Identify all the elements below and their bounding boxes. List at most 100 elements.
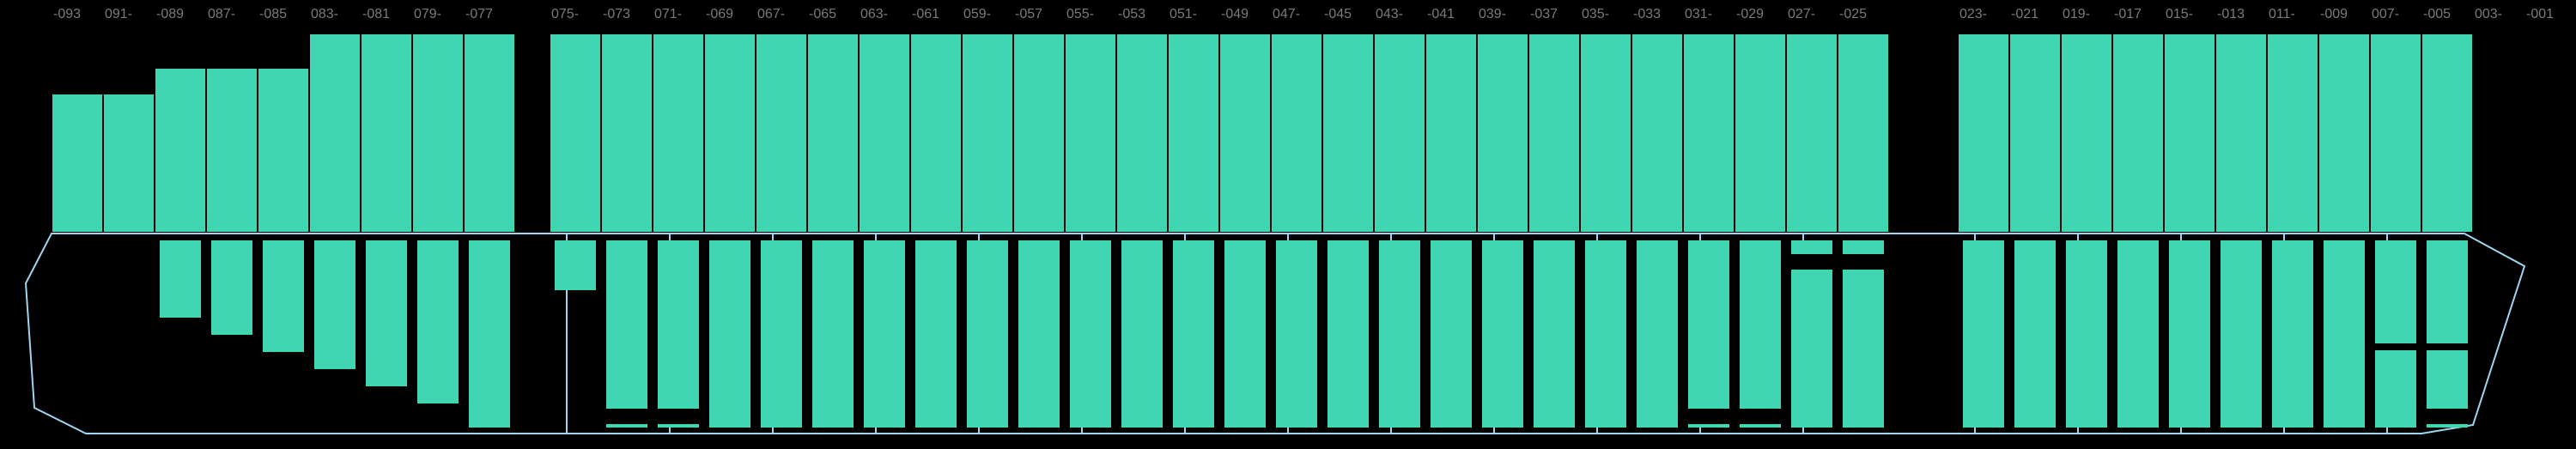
hold-stack-049: [1224, 240, 1266, 428]
hold-gap-bottom-029: [1740, 409, 1781, 424]
hold-stack-053: [1121, 240, 1163, 428]
hold-stack-051: [1173, 240, 1214, 428]
deck-stack-073: [602, 34, 652, 232]
hold-gap-bottom-031: [1688, 409, 1729, 424]
bay-label-069: -069: [706, 7, 733, 22]
deck-stack-005: [2422, 34, 2472, 232]
deck-stack-011: [2268, 34, 2318, 232]
deck-stack-021: [2010, 34, 2060, 232]
bay-label-025: -025: [1839, 7, 1867, 22]
hold-stack-063: [864, 240, 905, 428]
hold-stack-087: [211, 240, 252, 335]
hold-stack-073: [606, 240, 647, 428]
deck-stack-063: [860, 34, 909, 232]
bay-label-003: 003-: [2475, 7, 2502, 22]
hold-stack-013: [2221, 240, 2262, 428]
deck-stack-069: [705, 34, 755, 232]
hold-stack-021: [2014, 240, 2056, 428]
deck-stack-075: [550, 34, 600, 232]
hold-stack-057: [1018, 240, 1060, 428]
bay-label-009: -009: [2320, 7, 2348, 22]
hold-stack-005: [2427, 240, 2468, 428]
bay-label-015: 015-: [2166, 7, 2193, 22]
deck-stack-051: [1169, 34, 1218, 232]
deck-stack-035: [1581, 34, 1631, 232]
hold-stack-033: [1637, 240, 1678, 428]
deck-stack-055: [1066, 34, 1115, 232]
hold-stack-069: [709, 240, 750, 428]
bay-label-011: 011-: [2269, 7, 2295, 22]
bay-label-033: -033: [1633, 7, 1661, 22]
deck-stack-041: [1426, 34, 1476, 232]
bay-label-081: -081: [362, 7, 390, 22]
hold-stack-037: [1534, 240, 1575, 428]
hold-stack-031: [1688, 240, 1729, 428]
bay-label-061: -061: [912, 7, 939, 22]
deck-stack-047: [1272, 34, 1321, 232]
bay-label-019: 019-: [2063, 7, 2090, 22]
hold-stack-035: [1585, 240, 1626, 428]
bay-label-091: 091-: [105, 7, 132, 22]
bay-label-065: -065: [809, 7, 836, 22]
hold-stack-009: [2324, 240, 2365, 428]
bay-label-075: 075-: [551, 7, 579, 22]
bay-label-045: -045: [1324, 7, 1352, 22]
hold-stack-047: [1276, 240, 1317, 428]
hold-stack-017: [2117, 240, 2159, 428]
bay-label-039: 039-: [1479, 7, 1506, 22]
bay-label-089: -089: [156, 7, 184, 22]
deck-stack-057: [1014, 34, 1064, 232]
deck-stack-079: [413, 34, 463, 232]
hold-stack-077: [469, 240, 510, 428]
hold-stack-071: [658, 240, 699, 428]
bay-label-051: 051-: [1170, 7, 1197, 22]
hold-stack-041: [1431, 240, 1472, 428]
hold-stack-023: [1963, 240, 2004, 428]
deck-stack-019: [2062, 34, 2111, 232]
deck-stack-077: [465, 34, 514, 232]
hold-gap-bottom-071: [658, 409, 699, 424]
hold-stack-075: [555, 240, 596, 290]
deck-stack-071: [653, 34, 703, 232]
hold-stack-043: [1379, 240, 1420, 428]
deck-stack-013: [2216, 34, 2266, 232]
hold-gap-mid-005: [2427, 343, 2468, 350]
bay-label-005: -005: [2423, 7, 2451, 22]
bay-label-093: -093: [53, 7, 81, 22]
deck-stack-033: [1632, 34, 1682, 232]
hold-stack-061: [915, 240, 957, 428]
hold-gap-bottom-005: [2427, 409, 2468, 424]
deck-stack-037: [1529, 34, 1579, 232]
bay-label-085: -085: [259, 7, 287, 22]
hold-stack-083: [314, 240, 355, 369]
hold-stack-015: [2169, 240, 2210, 428]
hold-stack-029: [1740, 240, 1781, 428]
deck-stack-025: [1838, 34, 1888, 232]
hold-stack-045: [1327, 240, 1369, 428]
deck-stack-059: [963, 34, 1012, 232]
hold-gap-bottom-073: [606, 409, 647, 424]
deck-stack-023: [1959, 34, 2008, 232]
deck-stack-091: [104, 94, 154, 232]
hold-stack-081: [366, 240, 407, 386]
bay-label-029: -029: [1736, 7, 1764, 22]
hold-stack-089: [160, 240, 201, 318]
bay-label-057: -057: [1015, 7, 1042, 22]
bay-label-073: -073: [603, 7, 630, 22]
deck-stack-029: [1735, 34, 1785, 232]
bay-label-017: -017: [2114, 7, 2142, 22]
hold-stack-085: [263, 240, 304, 352]
bay-label-007: 007-: [2372, 7, 2399, 22]
deck-stack-081: [361, 34, 411, 232]
deck-stack-049: [1220, 34, 1270, 232]
deck-stack-065: [808, 34, 858, 232]
hold-stack-039: [1482, 240, 1523, 428]
hold-gap-mid-007: [2375, 343, 2416, 350]
bay-label-063: 063-: [860, 7, 888, 22]
bay-label-049: -049: [1221, 7, 1249, 22]
bay-label-013: -013: [2217, 7, 2245, 22]
deck-stack-015: [2165, 34, 2215, 232]
hold-stack-055: [1070, 240, 1111, 428]
bay-label-001: -001: [2526, 7, 2554, 22]
bay-label-055: 055-: [1066, 7, 1094, 22]
